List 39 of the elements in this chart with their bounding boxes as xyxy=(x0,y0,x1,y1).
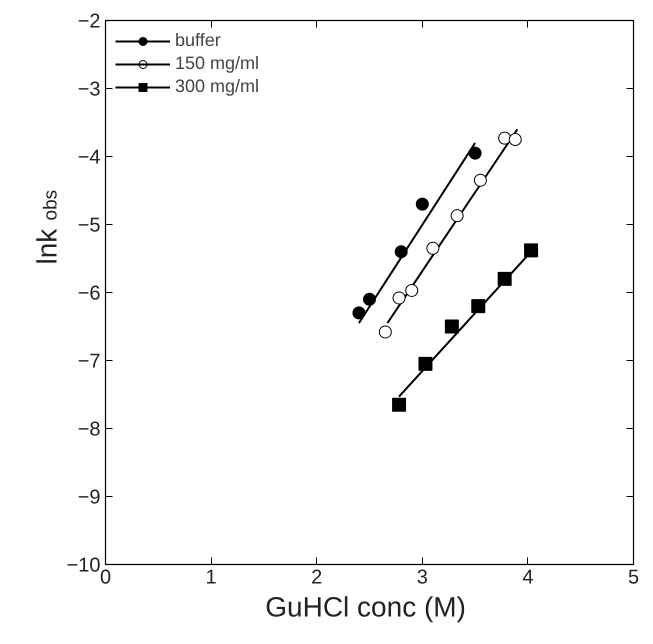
point xyxy=(405,284,418,297)
y-tick-label: −8 xyxy=(78,418,101,440)
point xyxy=(394,245,408,258)
point xyxy=(498,272,512,286)
point xyxy=(416,198,429,211)
x-tick-label: 3 xyxy=(416,566,428,588)
x-tick-label: 4 xyxy=(522,566,534,588)
y-tick-label: −3 xyxy=(78,78,101,100)
y-tick-label: −10 xyxy=(66,554,101,576)
x-tick-label: 2 xyxy=(311,566,322,588)
y-tick-label: −5 xyxy=(78,214,101,236)
x-axis-title: GuHCl conc (M) xyxy=(265,592,466,622)
point xyxy=(418,356,432,371)
point xyxy=(498,132,512,145)
point xyxy=(392,398,406,412)
y-tick-label: −4 xyxy=(78,146,101,168)
y-tick-label: −6 xyxy=(78,282,101,304)
x-tick-label: 5 xyxy=(628,566,640,588)
point xyxy=(471,299,486,314)
x-tick-label: 0 xyxy=(100,566,112,588)
legend-label: 300 mg/ml xyxy=(175,76,260,97)
point xyxy=(378,325,392,338)
x-tick-label: 1 xyxy=(206,566,217,588)
legend-label: 150 mg/ml xyxy=(175,53,260,74)
point xyxy=(352,306,366,320)
y-tick-label: −9 xyxy=(78,486,101,508)
point xyxy=(363,292,376,306)
point xyxy=(474,174,487,187)
y-axis-title: lnkobs xyxy=(32,190,62,264)
y-tick-label: −2 xyxy=(78,10,101,32)
point xyxy=(444,320,459,334)
point xyxy=(524,243,538,258)
y-tick-label: −7 xyxy=(78,350,101,372)
point xyxy=(450,209,464,222)
legend-label: buffer xyxy=(175,30,221,51)
point xyxy=(468,146,482,160)
point xyxy=(426,242,440,255)
point xyxy=(508,133,522,146)
point xyxy=(392,291,406,304)
